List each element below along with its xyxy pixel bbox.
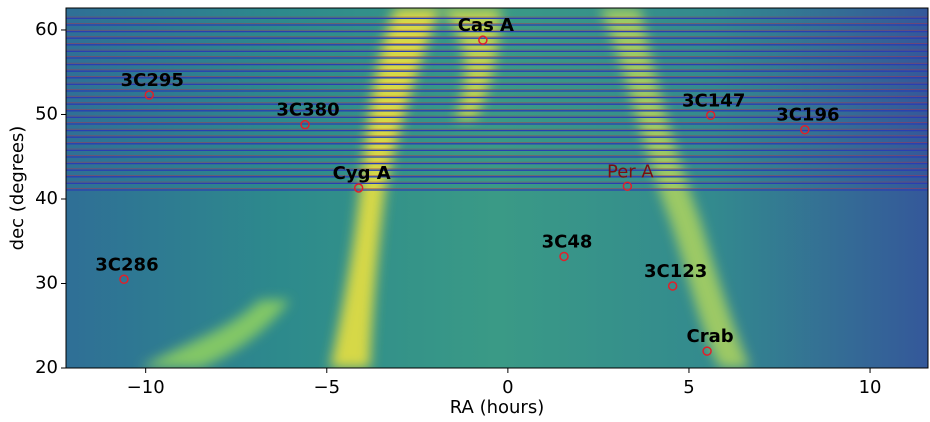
source-marker xyxy=(800,124,810,135)
source-label: Cyg A xyxy=(333,163,391,184)
source-marker xyxy=(705,110,716,121)
y-tick-label: 30 xyxy=(35,272,58,293)
y-tick-label: 20 xyxy=(35,357,58,378)
x-tick-label: 10 xyxy=(859,377,882,398)
y-axis-label: dec (degrees) xyxy=(7,126,28,251)
source-marker xyxy=(667,281,678,291)
source-label: 3C380 xyxy=(276,100,339,121)
source-label: 3C123 xyxy=(644,261,707,282)
x-tick-label: −10 xyxy=(127,377,165,398)
source-marker xyxy=(478,35,488,45)
source-label: Per A xyxy=(607,161,654,182)
source-marker xyxy=(353,183,364,193)
source-label: 3C48 xyxy=(542,231,593,252)
source-marker xyxy=(622,181,633,192)
source-label: 3C147 xyxy=(682,90,745,111)
y-tick-label: 40 xyxy=(35,188,58,209)
source-label: Cas A xyxy=(458,15,514,36)
scan-lines xyxy=(66,16,928,191)
x-axis-label: RA (hours) xyxy=(450,397,544,418)
x-tick-label: 0 xyxy=(502,377,513,398)
x-tick-label: 5 xyxy=(683,377,694,398)
y-tick-label: 50 xyxy=(35,103,58,124)
source-marker xyxy=(559,251,569,262)
source-marker xyxy=(702,346,712,356)
x-tick-label: −5 xyxy=(313,377,340,398)
source-marker xyxy=(144,90,155,100)
sky-map xyxy=(66,8,928,368)
source-label: 3C295 xyxy=(121,70,184,91)
source-label: 3C196 xyxy=(776,105,839,126)
source-label: Crab xyxy=(687,326,734,347)
source-label: 3C286 xyxy=(95,254,158,275)
source-marker xyxy=(300,119,310,130)
y-tick-label: 60 xyxy=(35,19,58,40)
plot-frame xyxy=(65,7,929,369)
source-marker xyxy=(119,274,129,285)
